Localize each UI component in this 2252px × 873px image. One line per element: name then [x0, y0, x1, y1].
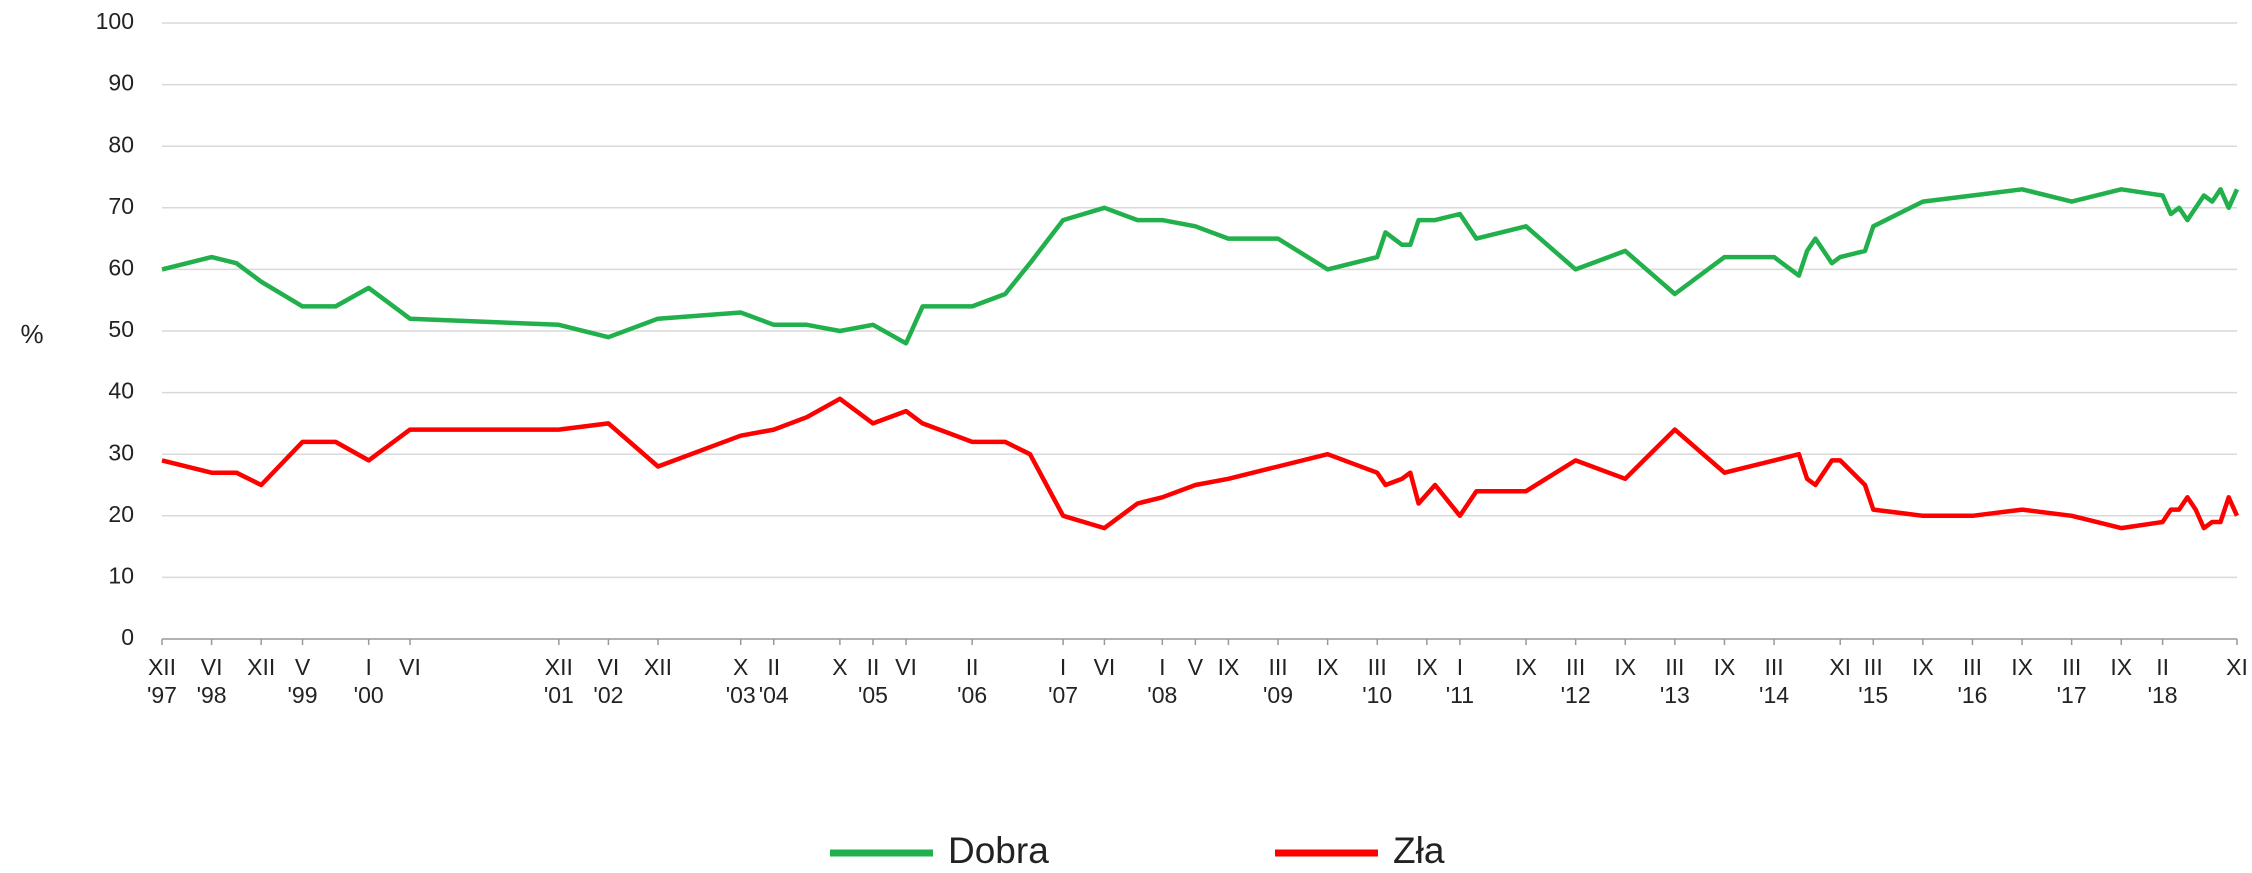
x-tick-label: '15 [1858, 682, 1888, 708]
y-tick-label: 40 [108, 378, 134, 404]
y-tick-label: 0 [121, 624, 134, 650]
x-tick-label: II [767, 654, 780, 680]
x-tick-label: V [295, 654, 311, 680]
x-tick-label: '13 [1660, 682, 1690, 708]
x-tick-label: III [1864, 654, 1883, 680]
y-tick-label: 20 [108, 501, 134, 527]
legend-label: Dobra [948, 830, 1049, 871]
x-tick-label: IX [1912, 654, 1934, 680]
x-tick-label: I [1159, 654, 1165, 680]
x-tick-label: V [1188, 654, 1204, 680]
x-tick-label: III [1566, 654, 1585, 680]
x-tick-label: '12 [1561, 682, 1591, 708]
x-tick-label: VI [399, 654, 421, 680]
x-tick-label: VI [201, 654, 223, 680]
x-tick-label: IX [1714, 654, 1736, 680]
x-tick-label: '16 [1957, 682, 1987, 708]
x-tick-label: VI [598, 654, 620, 680]
x-tick-label: IX [1317, 654, 1339, 680]
line [161, 396, 2240, 531]
x-tick-label: IX [1614, 654, 1636, 680]
x-tick-label: '02 [593, 682, 623, 708]
x-tick-label: '10 [1362, 682, 1392, 708]
x-tick-label: III [1764, 654, 1783, 680]
x-tick-label: XI [2226, 654, 2248, 680]
x-tick-label: '08 [1147, 682, 1177, 708]
x-tick-label: IX [1218, 654, 1240, 680]
y-tick-label: 70 [108, 193, 134, 219]
x-tick-label: '06 [957, 682, 987, 708]
y-tick-label: 80 [108, 131, 134, 157]
x-tick-label: '11 [1446, 682, 1474, 708]
x-tick-label: III [1268, 654, 1287, 680]
y-tick-label: 60 [108, 254, 134, 280]
x-tick-label: I [1457, 654, 1463, 680]
x-tick-label: '14 [1759, 682, 1789, 708]
x-tick-label: I [365, 654, 371, 680]
x-tick-label: XII [148, 654, 176, 680]
x-tick-label: '98 [197, 682, 227, 708]
x-tick-label: '07 [1048, 682, 1078, 708]
x-tick-label: XII [545, 654, 573, 680]
x-tick-label: XII [644, 654, 672, 680]
x-tick-label: X [733, 654, 748, 680]
x-tick-label: II [867, 654, 880, 680]
legend-label: Zła [1393, 830, 1445, 871]
y-tick-label: 50 [108, 316, 134, 342]
x-tick-label: III [1963, 654, 1982, 680]
x-tick-label: '00 [354, 682, 384, 708]
x-tick-label: '05 [858, 682, 888, 708]
line [161, 187, 2240, 346]
x-tick-label: XI [1829, 654, 1851, 680]
x-tick-label: '01 [544, 682, 574, 708]
x-tick-label: '17 [2057, 682, 2087, 708]
x-tick-label: III [2062, 654, 2081, 680]
x-tick-label: '99 [288, 682, 318, 708]
y-axis-label: % [20, 319, 43, 349]
x-tick-label: '03 [726, 682, 756, 708]
x-tick-label: II [2156, 654, 2169, 680]
x-tick-label: '97 [147, 682, 177, 708]
x-tick-label: III [1368, 654, 1387, 680]
x-tick-label: IX [1416, 654, 1438, 680]
y-tick-label: 10 [108, 562, 134, 588]
x-tick-label: II [966, 654, 979, 680]
y-tick-label: 100 [96, 8, 134, 34]
x-tick-label: '18 [2148, 682, 2178, 708]
x-tick-label: VI [895, 654, 917, 680]
y-tick-label: 90 [108, 70, 134, 96]
x-tick-label: VI [1094, 654, 1116, 680]
x-tick-label: IX [2011, 654, 2033, 680]
x-tick-label: IX [2110, 654, 2132, 680]
x-tick-label: I [1060, 654, 1066, 680]
x-tick-label: X [832, 654, 847, 680]
y-tick-label: 30 [108, 439, 134, 465]
x-tick-label: III [1665, 654, 1684, 680]
x-tick-label: '09 [1263, 682, 1293, 708]
x-tick-label: XII [247, 654, 275, 680]
x-tick-label: '04 [759, 682, 789, 708]
x-tick-label: IX [1515, 654, 1537, 680]
